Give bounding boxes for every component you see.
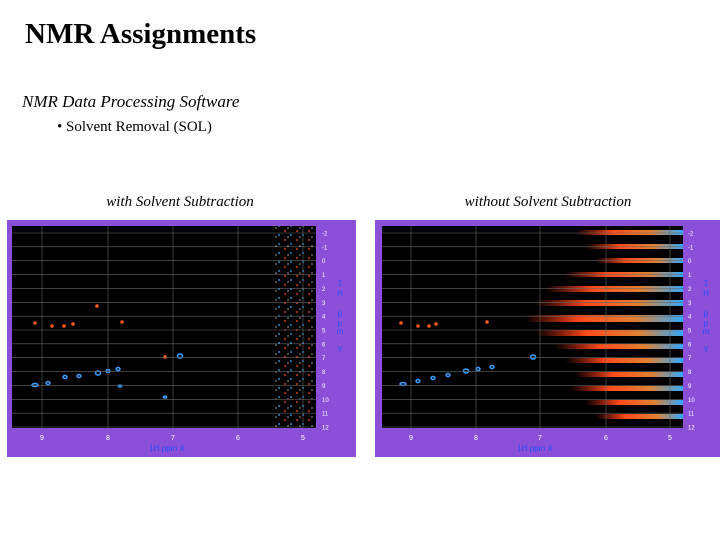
- x-tick-label: 8: [106, 435, 110, 442]
- y-axis-label: Y: [703, 345, 709, 354]
- y-axis-label: p: [338, 309, 343, 318]
- x-tick-label: 9: [40, 435, 44, 442]
- x-axis-label: 1H ppm X: [517, 444, 553, 453]
- caption: with Solvent Subtraction: [106, 194, 254, 210]
- y-tick-label: 2: [688, 287, 692, 293]
- y-tick-label: 10: [688, 398, 695, 404]
- peaks: [31, 353, 184, 399]
- x-tick-label: 7: [171, 435, 175, 442]
- y-tick-label: 1: [688, 273, 692, 279]
- y-tick-label: 9: [322, 384, 326, 390]
- y-tick-label: 10: [322, 398, 329, 404]
- y-axis-label: H: [337, 289, 343, 298]
- y-tick-label: 4: [688, 315, 692, 321]
- y-axis-label: 1: [338, 279, 343, 288]
- y-axis-label: m: [337, 327, 344, 336]
- peaks: [399, 320, 489, 328]
- y-tick-label: 3: [322, 301, 326, 307]
- y-tick-label: 4: [322, 315, 326, 321]
- bullet: • Solvent Removal (SOL): [57, 119, 212, 135]
- y-tick-label: 2: [322, 287, 326, 293]
- y-axis-label: 1: [704, 279, 709, 288]
- y-tick-label: 7: [688, 356, 692, 362]
- y-tick-label: -1: [322, 245, 328, 251]
- y-tick-label: 0: [322, 259, 326, 265]
- x-tick-label: 9: [409, 435, 413, 442]
- plot-area: [382, 226, 683, 428]
- x-tick-label: 8: [474, 435, 478, 442]
- y-tick-label: 5: [322, 329, 326, 335]
- y-tick-label: -2: [688, 232, 694, 238]
- peaks: [399, 354, 537, 387]
- y-tick-label: 11: [322, 412, 329, 418]
- y-axis-label: p: [338, 319, 343, 328]
- y-tick-label: 9: [688, 384, 692, 390]
- y-tick-label: 1: [322, 273, 326, 279]
- y-tick-label: 11: [688, 412, 695, 418]
- y-axis-label: Y: [337, 345, 343, 354]
- x-tick-label: 6: [604, 435, 608, 442]
- y-tick-label: 8: [688, 370, 692, 376]
- caption: without Solvent Subtraction: [464, 194, 632, 210]
- y-axis-label: H: [703, 289, 709, 298]
- y-tick-label: 6: [322, 342, 326, 348]
- y-tick-label: 7: [322, 356, 326, 362]
- y-axis-label: m: [703, 327, 710, 336]
- x-tick-label: 5: [301, 435, 305, 442]
- y-tick-label: 5: [688, 329, 692, 335]
- x-tick-label: 6: [236, 435, 240, 442]
- title: NMR Assignments: [25, 18, 257, 50]
- x-tick-label: 7: [538, 435, 542, 442]
- subtitle: NMR Data Processing Software: [22, 92, 240, 111]
- y-axis-label: p: [704, 319, 709, 328]
- y-axis-label: p: [704, 309, 709, 318]
- y-tick-label: 12: [322, 426, 329, 432]
- y-tick-label: 8: [322, 370, 326, 376]
- x-axis-label: 1H ppm X: [149, 444, 185, 453]
- y-tick-label: -1: [688, 245, 694, 251]
- y-tick-label: 3: [688, 301, 692, 307]
- y-tick-label: 6: [688, 342, 692, 348]
- x-tick-label: 5: [668, 435, 672, 442]
- y-tick-label: 12: [688, 426, 695, 432]
- noise: [275, 226, 313, 428]
- y-tick-label: -2: [322, 232, 328, 238]
- y-tick-label: 0: [688, 259, 692, 265]
